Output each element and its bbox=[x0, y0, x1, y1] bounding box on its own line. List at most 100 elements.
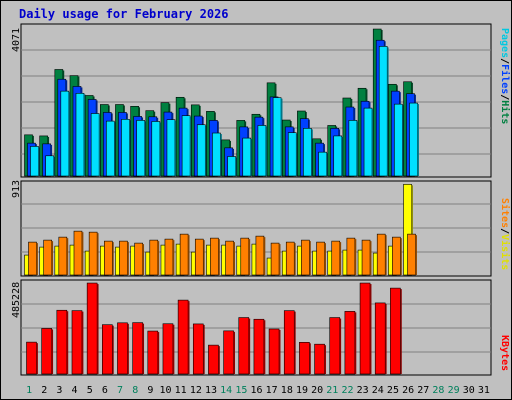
pages-bar-day-24-shade bbox=[387, 47, 389, 176]
kbytes-bar-day-10-shade bbox=[172, 324, 175, 374]
day-label-14: 14 bbox=[220, 385, 232, 396]
pages-bar-day-21-shade bbox=[341, 136, 344, 176]
day-label-29: 29 bbox=[448, 385, 460, 396]
sites-bar-day-11-shade bbox=[188, 235, 190, 275]
kbytes-bar-day-20-shade bbox=[324, 345, 326, 374]
kbytes-bar-day-8 bbox=[132, 322, 143, 375]
kbytes-bar-day-15 bbox=[238, 317, 250, 375]
sites-bar-day-15-shade bbox=[248, 239, 251, 275]
sites-bar-day-1-shade bbox=[36, 243, 38, 275]
sites-bar-day-4 bbox=[73, 230, 83, 276]
kbytes-bar-day-7 bbox=[117, 322, 128, 375]
sites-bar-day-2-shade bbox=[51, 241, 54, 275]
kbytes-bar-day-17 bbox=[268, 328, 280, 375]
kbytes-bar-day-14-shade bbox=[233, 331, 235, 374]
sites-bar-day-5 bbox=[88, 231, 98, 276]
kbytes-bar-day-11 bbox=[177, 299, 189, 375]
pages-bar-day-7 bbox=[121, 119, 130, 177]
sites-bar-day-23-shade bbox=[370, 241, 372, 275]
pages-bar-day-8-shade bbox=[144, 121, 147, 176]
day-label-7: 7 bbox=[117, 385, 123, 396]
pages-bar-day-20 bbox=[318, 151, 327, 177]
pages-bar-day-1 bbox=[30, 146, 39, 177]
day-label-31: 31 bbox=[478, 385, 490, 396]
pages-bar-day-2-shade bbox=[53, 156, 56, 176]
day-label-1: 1 bbox=[26, 385, 32, 396]
kbytes-bar-day-21 bbox=[329, 317, 341, 375]
sites-bar-day-25-shade bbox=[400, 238, 402, 275]
pages-bar-day-5 bbox=[90, 113, 100, 177]
day-label-26: 26 bbox=[402, 385, 414, 396]
kbytes-bar-day-8-shade bbox=[142, 323, 145, 374]
pages-bar-day-9-shade bbox=[159, 122, 162, 176]
kbytes-bar-day-24 bbox=[374, 302, 386, 375]
pages-bar-day-13-shade bbox=[220, 134, 222, 176]
kbytes-bar-day-3 bbox=[56, 309, 68, 375]
pages-bar-day-22 bbox=[348, 120, 358, 177]
day-label-3: 3 bbox=[56, 385, 62, 396]
pages-bar-day-19-shade bbox=[311, 129, 313, 176]
kbytes-bar-day-5 bbox=[86, 282, 98, 375]
pages-bar-day-26 bbox=[409, 102, 418, 177]
pages-bar-day-17 bbox=[272, 97, 282, 177]
sites-bar-day-17-shade bbox=[279, 244, 281, 275]
sites-bar-day-3-shade bbox=[66, 238, 69, 275]
pages-bar-day-5-shade bbox=[99, 114, 101, 176]
kbytes-bar-day-24-shade bbox=[385, 303, 387, 374]
chart-title: Daily usage for February 2026 bbox=[19, 7, 229, 21]
kbytes-bar-day-11-shade bbox=[188, 301, 190, 374]
pages-bar-day-11-shade bbox=[190, 116, 192, 176]
day-label-16: 16 bbox=[250, 385, 262, 396]
sites-bar-day-13-shade bbox=[218, 239, 220, 275]
kbytes-bar-day-15-shade bbox=[248, 318, 251, 374]
pages-bar-day-4 bbox=[75, 93, 85, 177]
sites-bar-day-12 bbox=[194, 238, 204, 276]
kbytes-bar-day-19 bbox=[299, 342, 310, 375]
kbytes-bar-day-1 bbox=[26, 341, 37, 375]
pages-bar-day-25-shade bbox=[402, 105, 404, 176]
sites-bar-day-14 bbox=[225, 240, 234, 276]
sites-bar-day-20 bbox=[316, 241, 325, 276]
sites-bar-day-13 bbox=[210, 237, 219, 276]
pages-bar-day-18 bbox=[287, 132, 297, 177]
sites-bar-day-10 bbox=[164, 238, 174, 276]
pages-bar-day-3 bbox=[60, 90, 70, 177]
kbytes-bar-day-10 bbox=[162, 323, 174, 375]
kbytes-bar-day-5-shade bbox=[97, 284, 99, 374]
sites-bar-day-24 bbox=[376, 233, 386, 276]
sites-bar-day-24-shade bbox=[385, 235, 387, 275]
sites-bar-day-20-shade bbox=[324, 243, 326, 275]
kbytes-bar-day-6-shade bbox=[112, 325, 114, 374]
pages-bar-day-15 bbox=[242, 137, 252, 177]
day-label-6: 6 bbox=[102, 385, 108, 396]
day-label-2: 2 bbox=[41, 385, 47, 396]
pages-bar-day-22-shade bbox=[356, 121, 359, 176]
kbytes-bar-day-9 bbox=[147, 330, 159, 375]
kbytes-bar-day-25-shade bbox=[400, 289, 402, 374]
sites-bar-day-22 bbox=[346, 237, 356, 276]
kbytes-bar-day-23-shade bbox=[370, 284, 372, 374]
kbytes-bar-day-17-shade bbox=[279, 329, 281, 374]
day-label-18: 18 bbox=[281, 385, 293, 396]
kbytes-bar-day-4-shade bbox=[81, 311, 84, 374]
kbytes-bar-day-16-shade bbox=[263, 320, 266, 374]
day-label-20: 20 bbox=[311, 385, 323, 396]
pages-bar-day-19 bbox=[303, 128, 312, 177]
sites-bar-day-26 bbox=[407, 233, 416, 276]
day-label-27: 27 bbox=[417, 385, 429, 396]
pages-bar-day-14-shade bbox=[235, 157, 237, 176]
sites-bar-day-10-shade bbox=[172, 240, 175, 275]
day-label-25: 25 bbox=[387, 385, 399, 396]
sites-bar-day-17 bbox=[270, 242, 280, 276]
day-label-24: 24 bbox=[372, 385, 384, 396]
day-label-13: 13 bbox=[205, 385, 217, 396]
kbytes-bar-day-19-shade bbox=[309, 343, 311, 374]
pages-bar-day-26-shade bbox=[417, 104, 419, 176]
kbytes-bar-day-7-shade bbox=[127, 323, 129, 374]
sites-bar-day-26-shade bbox=[415, 235, 417, 275]
sites-bar-day-3 bbox=[58, 236, 68, 276]
kbytes-bar-day-25 bbox=[390, 287, 401, 375]
pages-bar-day-16 bbox=[257, 125, 267, 177]
kbytes-bar-day-22-shade bbox=[354, 312, 357, 374]
